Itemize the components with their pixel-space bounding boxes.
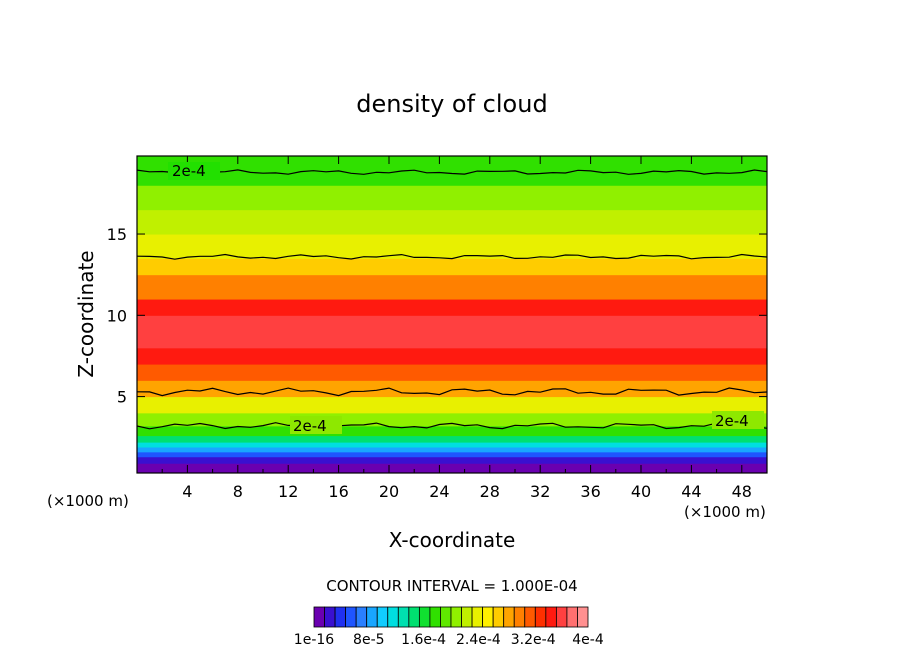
x-tick-label: 16 (328, 482, 348, 501)
colorbar-swatch (397, 606, 410, 628)
colorbar-swatch (313, 606, 325, 628)
x-unit-left: (×1000 m) (47, 492, 129, 510)
contour-lines (137, 169, 767, 430)
colorbar-swatch (482, 606, 494, 628)
x-unit-right: (×1000 m) (684, 503, 766, 521)
density-band (137, 396, 767, 414)
x-tick-label: 20 (379, 482, 399, 501)
colorbar-swatch (545, 606, 557, 628)
colorbar-swatch (418, 606, 431, 628)
x-ticks: 4 8 12 16 20 24 28 32 36 40 44 48 (161, 156, 752, 501)
density-band (137, 185, 767, 211)
contour-line (137, 387, 767, 397)
colorbar-swatch (408, 606, 420, 628)
density-band (137, 463, 767, 473)
colorbar-swatch (566, 606, 578, 628)
colorbar-swatch (524, 606, 536, 628)
x-axis-label: X-coordinate (389, 528, 516, 552)
colorbar-swatch (534, 606, 547, 628)
colorbar-swatch (513, 606, 526, 628)
colorbar-swatch (334, 606, 347, 628)
density-band (137, 364, 767, 381)
colorbar-swatch (461, 606, 473, 628)
colorbar-label: 1e-16 (294, 632, 334, 648)
density-band (137, 456, 767, 464)
contour-line (137, 253, 767, 260)
colorbar-label: 3.2e-4 (511, 632, 556, 648)
y-ticks: 5 10 15 (107, 225, 767, 407)
x-tick-label: 28 (480, 482, 500, 501)
colorbar-swatch (345, 606, 357, 628)
contour-label-group: 2e-4 2e-4 2e-4 (168, 162, 764, 435)
y-tick-label: 5 (117, 388, 127, 407)
contour-line (137, 422, 767, 430)
contour-interval-label: CONTOUR INTERVAL = 1.000E-04 (326, 577, 577, 595)
colorbar-swatch (387, 606, 399, 628)
colorbar-swatch (429, 606, 441, 628)
colorbar (313, 606, 589, 628)
colorbar-label: 2.4e-4 (456, 632, 501, 648)
density-band (137, 274, 767, 300)
colorbar-swatch (355, 606, 368, 628)
density-band (137, 209, 767, 235)
density-band (137, 451, 767, 458)
colorbar-swatch (440, 606, 452, 628)
x-tick-label: 44 (681, 482, 701, 501)
colorbar-swatch (503, 606, 515, 628)
colorbar-swatch (471, 606, 484, 628)
chart-title: density of cloud (356, 90, 547, 118)
plot-frame (136, 155, 768, 474)
colorbar-label: 4e-4 (572, 632, 604, 648)
colorbar-swatch (555, 606, 568, 628)
x-tick-label: 32 (530, 482, 550, 501)
density-band (137, 446, 767, 453)
colorbar-labels: 1e-16 8e-5 1.6e-4 2.4e-4 3.2e-4 4e-4 (294, 632, 604, 648)
colorbar-swatch (450, 606, 462, 628)
y-tick-label: 10 (107, 306, 127, 325)
y-tick-label: 15 (107, 225, 127, 244)
density-band (137, 258, 767, 276)
x-tick-label: 24 (429, 482, 449, 501)
x-tick-label: 8 (233, 482, 243, 501)
density-band (137, 315, 767, 349)
density-band (137, 412, 767, 427)
x-tick-label: 4 (182, 482, 192, 501)
x-tick-label: 48 (732, 482, 752, 501)
colorbar-swatch (376, 606, 389, 628)
density-band (137, 380, 767, 398)
x-tick-label: 36 (580, 482, 600, 501)
color-bands (137, 156, 767, 473)
density-band (137, 442, 767, 448)
contour-label-middle: 2e-4 (293, 417, 327, 435)
contour-label-top: 2e-4 (172, 162, 206, 180)
colorbar-label: 8e-5 (353, 632, 384, 648)
x-tick-label: 40 (631, 482, 651, 501)
density-band (137, 299, 767, 316)
density-band (137, 425, 767, 437)
density-band (137, 435, 767, 443)
x-tick-label: 12 (278, 482, 298, 501)
colorbar-swatch (577, 606, 589, 628)
contour-line (137, 169, 767, 176)
density-band (137, 234, 767, 259)
colorbar-swatch (324, 606, 336, 628)
contour-label-right: 2e-4 (715, 412, 749, 430)
colorbar-swatch (366, 606, 378, 628)
density-band (137, 347, 767, 365)
colorbar-swatch (492, 606, 505, 628)
colorbar-label: 1.6e-4 (401, 632, 446, 648)
y-axis-label: Z-coordinate (74, 250, 98, 377)
